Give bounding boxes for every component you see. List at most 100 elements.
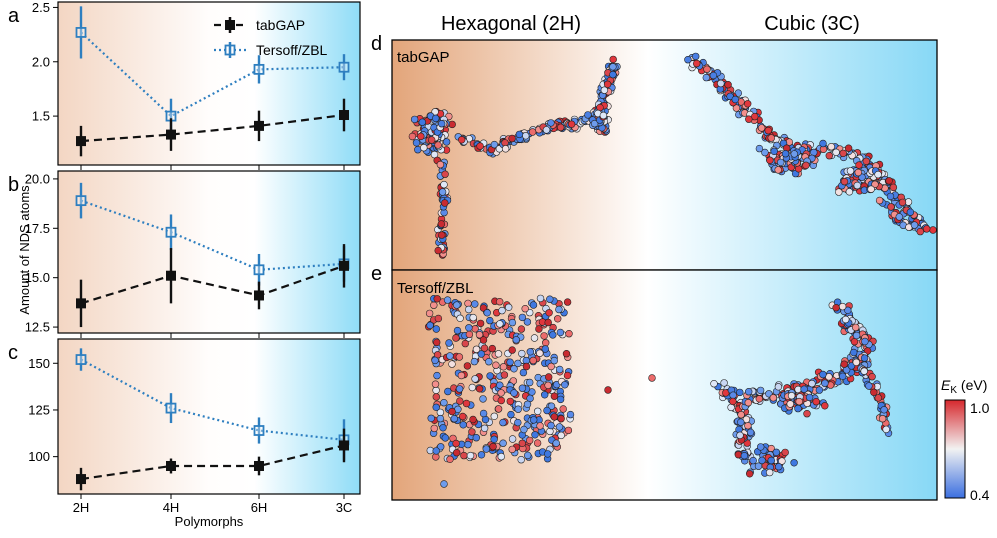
atom	[465, 305, 473, 314]
atom	[889, 183, 898, 192]
atom	[510, 389, 518, 397]
atom	[479, 336, 488, 344]
atom	[887, 203, 895, 211]
atom	[533, 407, 542, 415]
atom	[496, 298, 504, 306]
atom	[525, 378, 534, 387]
atom	[431, 380, 440, 388]
data-point	[254, 460, 264, 471]
atom	[541, 345, 549, 353]
atom	[501, 145, 510, 153]
atom	[536, 294, 545, 303]
atom	[870, 388, 878, 396]
atom	[827, 143, 835, 151]
atom	[846, 167, 855, 175]
atom	[450, 415, 458, 423]
atom	[427, 414, 435, 422]
atom	[442, 138, 451, 146]
atom	[505, 303, 513, 311]
atom	[441, 170, 449, 178]
atom	[448, 360, 456, 368]
ytick-label: 125	[28, 402, 50, 417]
atom	[472, 434, 480, 442]
atom	[547, 119, 555, 127]
atom	[432, 325, 440, 333]
panel-b-frame	[57, 170, 361, 334]
atom	[479, 409, 488, 418]
atom	[555, 305, 563, 314]
atom	[584, 111, 592, 119]
atom	[778, 457, 786, 465]
atom	[875, 196, 884, 205]
atom	[497, 396, 505, 405]
atom	[528, 128, 537, 136]
atom	[692, 59, 701, 68]
panel-d-label: tabGAP	[397, 49, 450, 66]
atom	[880, 406, 888, 414]
atom	[519, 368, 528, 377]
atom	[525, 436, 534, 445]
series-tabgap	[76, 428, 349, 491]
atom	[737, 411, 745, 419]
atom	[496, 381, 504, 389]
atom	[743, 100, 752, 108]
atom	[497, 389, 505, 397]
atom	[410, 115, 419, 124]
atom	[515, 130, 524, 139]
atom	[529, 356, 537, 365]
panel-c-yticks: 100 125 150	[28, 356, 345, 499]
atom	[557, 431, 565, 440]
xtick-label: 2H	[73, 500, 90, 515]
colorbar-title: EK (eV)	[941, 377, 987, 396]
atom	[717, 79, 725, 88]
series-tabgap	[76, 98, 349, 157]
atom	[849, 348, 858, 357]
atom	[850, 338, 859, 346]
atom	[563, 371, 572, 380]
atom	[425, 309, 434, 318]
series-tersoff	[75, 6, 350, 134]
colorbar-gradient	[944, 399, 966, 499]
atom	[736, 388, 744, 397]
legend-tabgap-label: tabGAP	[256, 17, 305, 33]
atom	[599, 111, 608, 120]
atom	[469, 313, 477, 322]
panel-d: tabGAP	[391, 39, 938, 271]
atom	[453, 301, 461, 309]
ytick-label: 2.0	[32, 54, 50, 69]
xtick-label: 6H	[251, 500, 268, 515]
atom	[533, 439, 542, 447]
data-point	[254, 290, 264, 301]
atom	[702, 73, 710, 82]
atom	[483, 309, 491, 317]
panel-b-letter: b	[8, 174, 19, 196]
atom	[490, 412, 498, 420]
atom	[769, 394, 777, 402]
x-axis-label: Polymorphs	[175, 514, 244, 529]
atom	[860, 354, 869, 362]
atom	[496, 320, 504, 328]
atom	[486, 316, 494, 325]
atom	[433, 338, 441, 347]
atom	[838, 372, 847, 380]
atom	[855, 161, 863, 169]
atom	[865, 382, 873, 390]
atom	[609, 70, 617, 79]
legend-tabgap-marker	[225, 20, 235, 30]
atom	[808, 379, 816, 388]
atom	[767, 134, 775, 142]
atom	[434, 246, 442, 255]
atom	[500, 371, 509, 379]
legend-tersoff-label: Tersoff/ZBL	[256, 42, 328, 58]
atom	[852, 358, 860, 366]
atom	[590, 119, 599, 128]
ytick-label: 12.5	[25, 320, 50, 335]
atom	[745, 115, 753, 123]
atom	[430, 301, 438, 309]
atom	[561, 381, 569, 389]
atom	[517, 325, 526, 333]
atom	[497, 452, 505, 461]
atom	[559, 405, 567, 413]
atom	[485, 358, 493, 366]
data-point	[166, 129, 176, 140]
